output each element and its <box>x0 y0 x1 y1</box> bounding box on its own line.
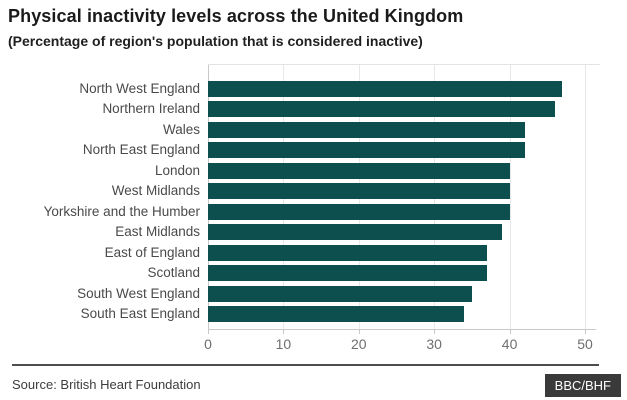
bar <box>208 162 510 179</box>
axis-tick-mark <box>283 330 285 334</box>
footer-divider <box>12 364 599 366</box>
y-axis-label: Wales <box>162 121 200 137</box>
bar <box>208 142 525 159</box>
axis-tick-mark <box>434 330 436 334</box>
y-axis-label: Yorkshire and the Humber <box>43 203 200 219</box>
y-axis-label: East of England <box>104 244 200 260</box>
axis-tick-mark <box>585 330 586 334</box>
bar <box>208 285 472 302</box>
brand-badge: BBC/BHF <box>544 374 621 397</box>
bar <box>208 81 563 97</box>
x-axis-line <box>208 329 596 330</box>
source-text: Source: British Heart Foundation <box>12 377 201 392</box>
x-axis-tick-label: 0 <box>204 336 212 352</box>
bar <box>208 203 510 220</box>
x-axis-tick-label: 10 <box>275 336 292 352</box>
bar <box>208 244 487 261</box>
bar <box>208 224 503 241</box>
axis-tick-mark <box>208 330 209 334</box>
bar <box>208 305 465 322</box>
y-axis-label: North East England <box>82 142 200 158</box>
y-axis-label: Northern Ireland <box>102 101 200 117</box>
chart-title: Physical inactivity levels across the Un… <box>8 6 464 26</box>
bar <box>208 265 487 282</box>
bar <box>208 101 555 118</box>
y-axis-label: South West England <box>77 285 200 301</box>
axis-tick-mark <box>509 330 511 334</box>
gridline <box>585 65 586 329</box>
x-axis-tick-label: 30 <box>426 336 442 352</box>
y-axis-label: London <box>154 162 200 178</box>
y-axis-label: North West England <box>79 81 200 96</box>
plot-top-border <box>208 64 600 65</box>
x-axis-tick-label: 40 <box>501 336 518 352</box>
bar-chart-plot-area: North West England Northern Ireland Wales N… <box>0 64 627 334</box>
y-axis-label: West Midlands <box>111 183 200 199</box>
x-axis-tick-label: 20 <box>351 336 367 352</box>
y-axis-label: Scotland <box>147 265 200 281</box>
x-axis-tick-label: 50 <box>577 336 593 352</box>
gridline <box>509 65 511 329</box>
bar <box>208 183 510 200</box>
chart-subtitle: (Percentage of region's population that … <box>8 33 423 49</box>
y-axis-label: South East England <box>80 305 200 321</box>
axis-tick-mark <box>358 330 360 334</box>
y-axis-label: East Midlands <box>115 224 200 240</box>
bar <box>208 121 525 138</box>
